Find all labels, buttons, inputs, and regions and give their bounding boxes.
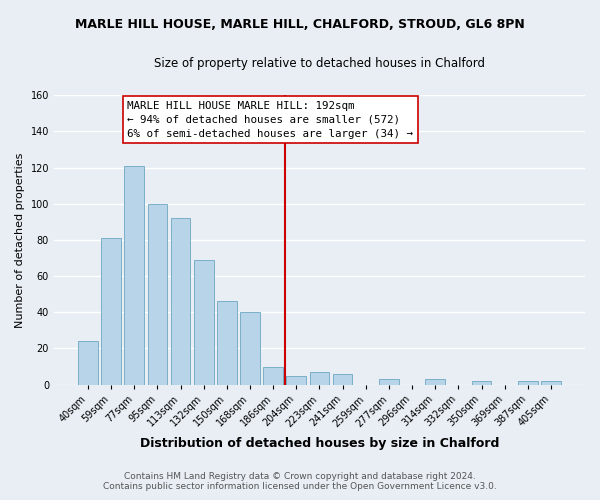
Bar [541, 381, 561, 384]
Bar [240, 312, 260, 384]
Bar [263, 366, 283, 384]
Text: Contains public sector information licensed under the Open Government Licence v3: Contains public sector information licen… [103, 482, 497, 491]
Bar [148, 204, 167, 384]
Bar [425, 379, 445, 384]
Bar [78, 341, 98, 384]
Text: MARLE HILL HOUSE MARLE HILL: 192sqm
← 94% of detached houses are smaller (572)
6: MARLE HILL HOUSE MARLE HILL: 192sqm ← 94… [127, 100, 413, 138]
Bar [286, 376, 306, 384]
Bar [518, 381, 538, 384]
Bar [379, 379, 399, 384]
X-axis label: Distribution of detached houses by size in Chalford: Distribution of detached houses by size … [140, 437, 499, 450]
Bar [333, 374, 352, 384]
Bar [101, 238, 121, 384]
Text: Contains HM Land Registry data © Crown copyright and database right 2024.: Contains HM Land Registry data © Crown c… [124, 472, 476, 481]
Bar [124, 166, 144, 384]
Bar [310, 372, 329, 384]
Bar [472, 381, 491, 384]
Y-axis label: Number of detached properties: Number of detached properties [15, 152, 25, 328]
Text: MARLE HILL HOUSE, MARLE HILL, CHALFORD, STROUD, GL6 8PN: MARLE HILL HOUSE, MARLE HILL, CHALFORD, … [75, 18, 525, 30]
Bar [217, 302, 236, 384]
Bar [194, 260, 214, 384]
Bar [170, 218, 190, 384]
Title: Size of property relative to detached houses in Chalford: Size of property relative to detached ho… [154, 58, 485, 70]
